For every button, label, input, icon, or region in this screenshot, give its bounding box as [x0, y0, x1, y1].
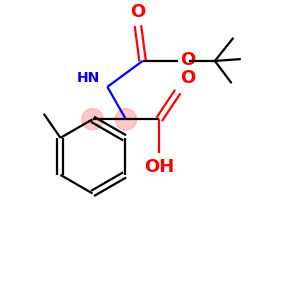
- Text: O: O: [130, 3, 146, 21]
- Circle shape: [82, 109, 103, 130]
- Circle shape: [115, 109, 136, 130]
- Text: O: O: [180, 69, 195, 87]
- Text: HN: HN: [77, 71, 100, 85]
- Text: OH: OH: [144, 158, 174, 176]
- Text: O: O: [181, 51, 196, 69]
